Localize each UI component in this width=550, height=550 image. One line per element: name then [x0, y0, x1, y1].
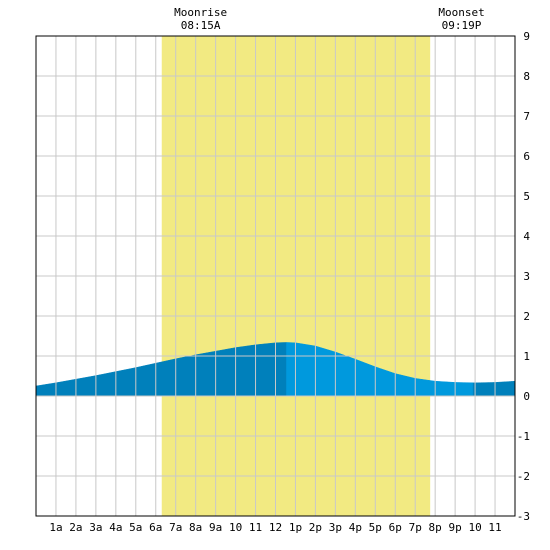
- moonset-time: 09:19P: [442, 19, 482, 32]
- x-tick-label: 7p: [409, 521, 422, 534]
- y-tick-label: 2: [523, 310, 530, 323]
- x-tick-label: 10: [229, 521, 242, 534]
- y-tick-label: 4: [523, 230, 530, 243]
- x-tick-label: 8a: [189, 521, 202, 534]
- x-tick-label: 4a: [109, 521, 122, 534]
- x-tick-label: 7a: [169, 521, 182, 534]
- y-tick-label: 6: [523, 150, 530, 163]
- x-tick-label: 1a: [49, 521, 62, 534]
- x-tick-label: 6a: [149, 521, 162, 534]
- x-tick-label: 12: [269, 521, 282, 534]
- x-tick-label: 5a: [129, 521, 142, 534]
- x-tick-label: 5p: [369, 521, 382, 534]
- x-tick-label: 4p: [349, 521, 362, 534]
- x-tick-label: 1p: [289, 521, 302, 534]
- moonrise-label: Moonrise: [174, 6, 227, 19]
- x-tick-label: 9p: [449, 521, 462, 534]
- y-tick-label: 3: [523, 270, 530, 283]
- y-tick-label: -2: [517, 470, 530, 483]
- y-tick-label: -3: [517, 510, 530, 523]
- tide-area-band-2: [472, 380, 516, 397]
- y-tick-label: 0: [523, 390, 530, 403]
- x-tick-label: 3p: [329, 521, 342, 534]
- x-tick-label: 2a: [69, 521, 82, 534]
- y-tick-label: 5: [523, 190, 530, 203]
- plot-frame: [35, 35, 516, 517]
- x-tick-label: 10: [468, 521, 481, 534]
- x-tick-label: 3a: [89, 521, 102, 534]
- x-tick-label: 6p: [389, 521, 402, 534]
- y-tick-label: 1: [523, 350, 530, 363]
- y-tick-label: 7: [523, 110, 530, 123]
- x-tick-label: 11: [488, 521, 501, 534]
- y-tick-label: -1: [517, 430, 530, 443]
- tide-area-band-0: [35, 342, 287, 397]
- moonset-label: Moonset: [438, 6, 484, 19]
- x-tick-label: 9a: [209, 521, 222, 534]
- y-tick-label: 8: [523, 70, 530, 83]
- y-tick-label: 9: [523, 30, 530, 43]
- x-tick-label: 11: [249, 521, 262, 534]
- x-tick-label: 8p: [429, 521, 442, 534]
- moonrise-time: 08:15A: [181, 19, 221, 32]
- x-tick-label: 2p: [309, 521, 322, 534]
